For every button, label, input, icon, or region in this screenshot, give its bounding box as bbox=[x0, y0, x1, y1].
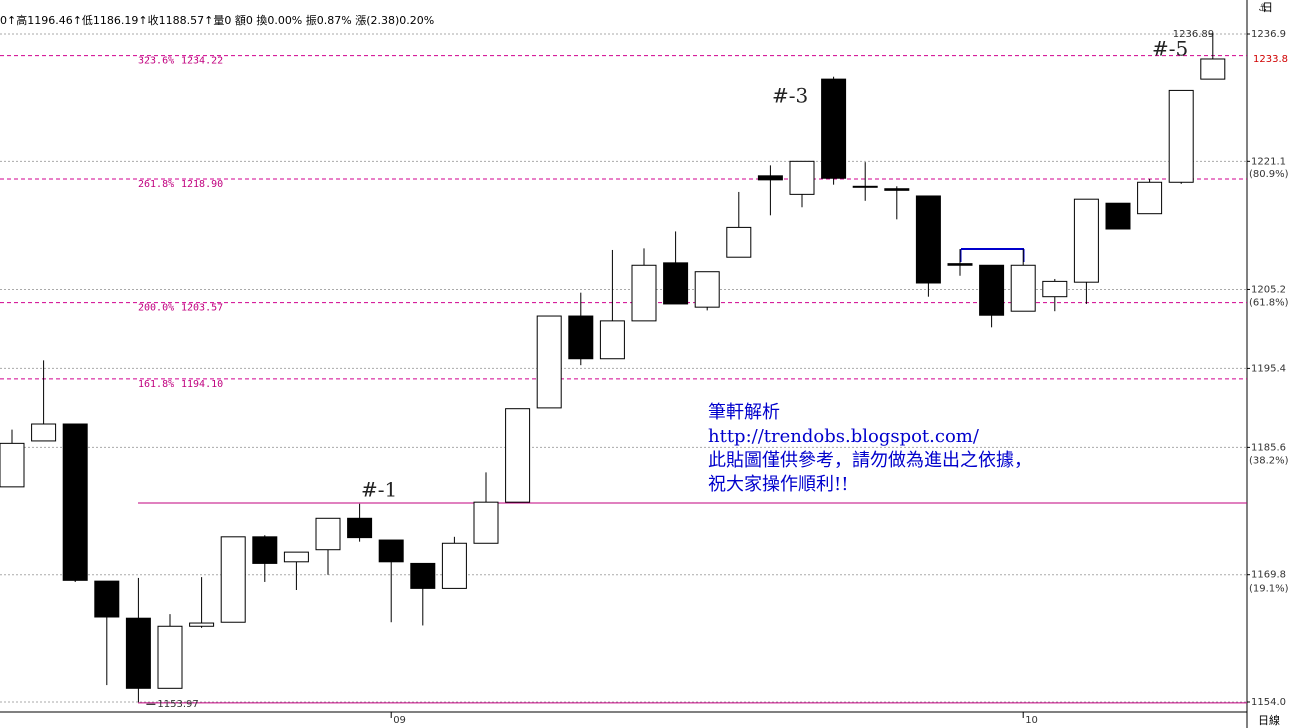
header: 0↑高1196.46↑低1186.19↑收1188.57↑量0 額0 換0.00… bbox=[0, 13, 434, 27]
last-price: 1233.8 bbox=[1253, 54, 1288, 65]
candle-body bbox=[1168, 89, 1194, 183]
candle-body bbox=[473, 501, 499, 544]
candle-body bbox=[125, 617, 151, 689]
level-percent: (19.1%) bbox=[1249, 583, 1289, 594]
candle-body bbox=[157, 625, 183, 689]
candle-body bbox=[94, 580, 120, 618]
fib-ratio: 161.8% bbox=[138, 379, 174, 390]
candle-body bbox=[915, 195, 941, 284]
candle-body bbox=[599, 320, 625, 360]
candle-body bbox=[726, 226, 752, 258]
period-label: 日線 bbox=[1258, 713, 1280, 727]
candle-body bbox=[757, 175, 783, 181]
y-tick-label: 1195.4 bbox=[1251, 363, 1286, 374]
wave-annotation: #-3 bbox=[772, 84, 808, 108]
note-line: 筆軒解析 bbox=[708, 402, 780, 423]
low-label: 1153.97 bbox=[157, 699, 198, 710]
candle-body bbox=[347, 517, 373, 539]
y-tick-label: 1236.9 bbox=[1251, 29, 1286, 40]
candle-body bbox=[979, 264, 1005, 316]
candle-body bbox=[663, 262, 689, 305]
fib-ratio: 261.8% bbox=[138, 179, 174, 190]
candle-body bbox=[0, 442, 25, 488]
candle-body bbox=[410, 562, 436, 589]
fib-value: 1194.10 bbox=[181, 379, 223, 390]
x-tick-label: 09 bbox=[393, 715, 406, 726]
candle-body bbox=[252, 536, 278, 564]
level-percent: (80.9%) bbox=[1249, 169, 1289, 180]
candle-body bbox=[220, 536, 246, 623]
candle-body bbox=[1010, 264, 1036, 312]
y-tick-label: 1205.2 bbox=[1251, 284, 1286, 295]
candle-body bbox=[441, 542, 467, 589]
note-line: http://trendobs.blogspot.com/ bbox=[708, 426, 980, 447]
fib-value: 1218.90 bbox=[181, 179, 223, 190]
candle-body bbox=[852, 185, 878, 188]
candle-body bbox=[1137, 181, 1163, 215]
fib-value: 1234.22 bbox=[181, 56, 223, 67]
candle-body bbox=[536, 315, 562, 409]
y-tick-label: 1154.0 bbox=[1251, 697, 1286, 708]
candle-body bbox=[378, 539, 404, 563]
high-label: 1236.89 bbox=[1173, 29, 1214, 40]
corner-label: 日 bbox=[1262, 1, 1273, 14]
candle-body bbox=[568, 315, 594, 360]
note-line: 此貼圖僅供參考，請勿做為進出之依據， bbox=[708, 450, 1032, 471]
candle-body bbox=[505, 408, 531, 503]
candle-body bbox=[189, 622, 215, 627]
candle-body bbox=[631, 264, 657, 322]
anchor-icon: ⚓ bbox=[1258, 3, 1267, 14]
candle-body bbox=[283, 551, 309, 563]
candle-body bbox=[62, 423, 88, 581]
x-tick-label: 10 bbox=[1025, 715, 1038, 726]
candle-body bbox=[1073, 198, 1099, 283]
fib-ratio: 200.0% bbox=[138, 303, 174, 314]
y-tick-label: 1185.6 bbox=[1251, 442, 1286, 453]
candle-body bbox=[1042, 280, 1068, 298]
level-percent: (61.8%) bbox=[1249, 297, 1289, 308]
candle-body bbox=[1105, 202, 1131, 230]
y-tick-label: 1221.1 bbox=[1251, 156, 1286, 167]
candle-body bbox=[1200, 58, 1226, 80]
candle-body bbox=[789, 160, 815, 195]
level-percent: (38.2%) bbox=[1249, 455, 1289, 466]
note-line: 祝大家操作順利!! bbox=[708, 474, 848, 495]
wave-annotation: #-5 bbox=[1152, 37, 1188, 61]
candle-body bbox=[884, 188, 910, 191]
candle-body bbox=[31, 423, 57, 442]
candle-body bbox=[821, 78, 847, 179]
y-tick-label: 1169.8 bbox=[1251, 570, 1286, 581]
fib-value: 1203.57 bbox=[181, 303, 223, 314]
wave-annotation: #-1 bbox=[361, 478, 397, 502]
candle-body bbox=[947, 263, 973, 266]
candle-body bbox=[694, 271, 720, 308]
candle-body bbox=[315, 517, 341, 551]
fib-ratio: 323.6% bbox=[138, 56, 174, 67]
